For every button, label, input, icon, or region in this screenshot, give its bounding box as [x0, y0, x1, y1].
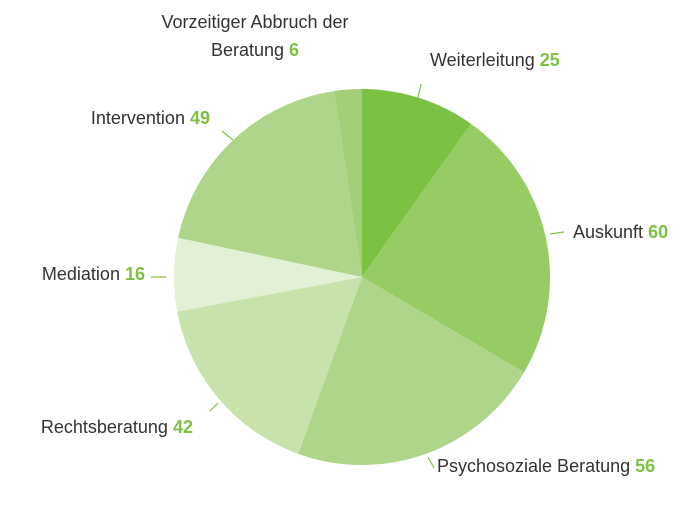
pie-slice — [177, 277, 362, 454]
leader-line — [417, 83, 422, 98]
category-name: Rechtsberatung — [40, 417, 168, 437]
pie-slice — [298, 277, 525, 465]
pie-slice — [174, 237, 362, 312]
value-label: 16 — [124, 264, 145, 284]
slice-label: Auskunft 60 — [573, 218, 668, 246]
slice-label: Intervention 49 — [91, 104, 210, 132]
pie-slice — [362, 89, 471, 277]
leader-line — [209, 402, 219, 412]
category-name: Intervention — [90, 108, 185, 128]
leader-line — [427, 456, 435, 469]
leader-line — [549, 231, 565, 235]
value-label: 56 — [635, 456, 656, 476]
pie-slice — [362, 123, 550, 373]
category-name: Auskunft — [573, 222, 644, 242]
leader-line — [221, 130, 234, 141]
slice-label: Mediation 16 — [42, 260, 145, 288]
value-label: 42 — [172, 417, 193, 437]
slice-label: Rechtsberatung 42 — [41, 413, 193, 441]
value-label: 60 — [648, 222, 669, 242]
category-name: Weiterleitung — [430, 50, 535, 70]
pie-slice — [334, 89, 362, 277]
value-label: 49 — [189, 108, 210, 128]
category-name: Psychosoziale Beratung — [437, 456, 631, 476]
value-label: 25 — [539, 50, 560, 70]
slice-label: Psychosoziale Beratung 56 — [437, 452, 655, 480]
slice-label: Vorzeitiger Abbruch der Beratung 6 — [155, 8, 355, 64]
slice-label: Weiterleitung 25 — [430, 46, 560, 74]
pie-slice — [178, 91, 362, 277]
category-name: Vorzeitiger Abbruch der Beratung — [161, 12, 349, 60]
value-label: 6 — [289, 40, 300, 60]
category-name: Mediation — [41, 264, 120, 284]
